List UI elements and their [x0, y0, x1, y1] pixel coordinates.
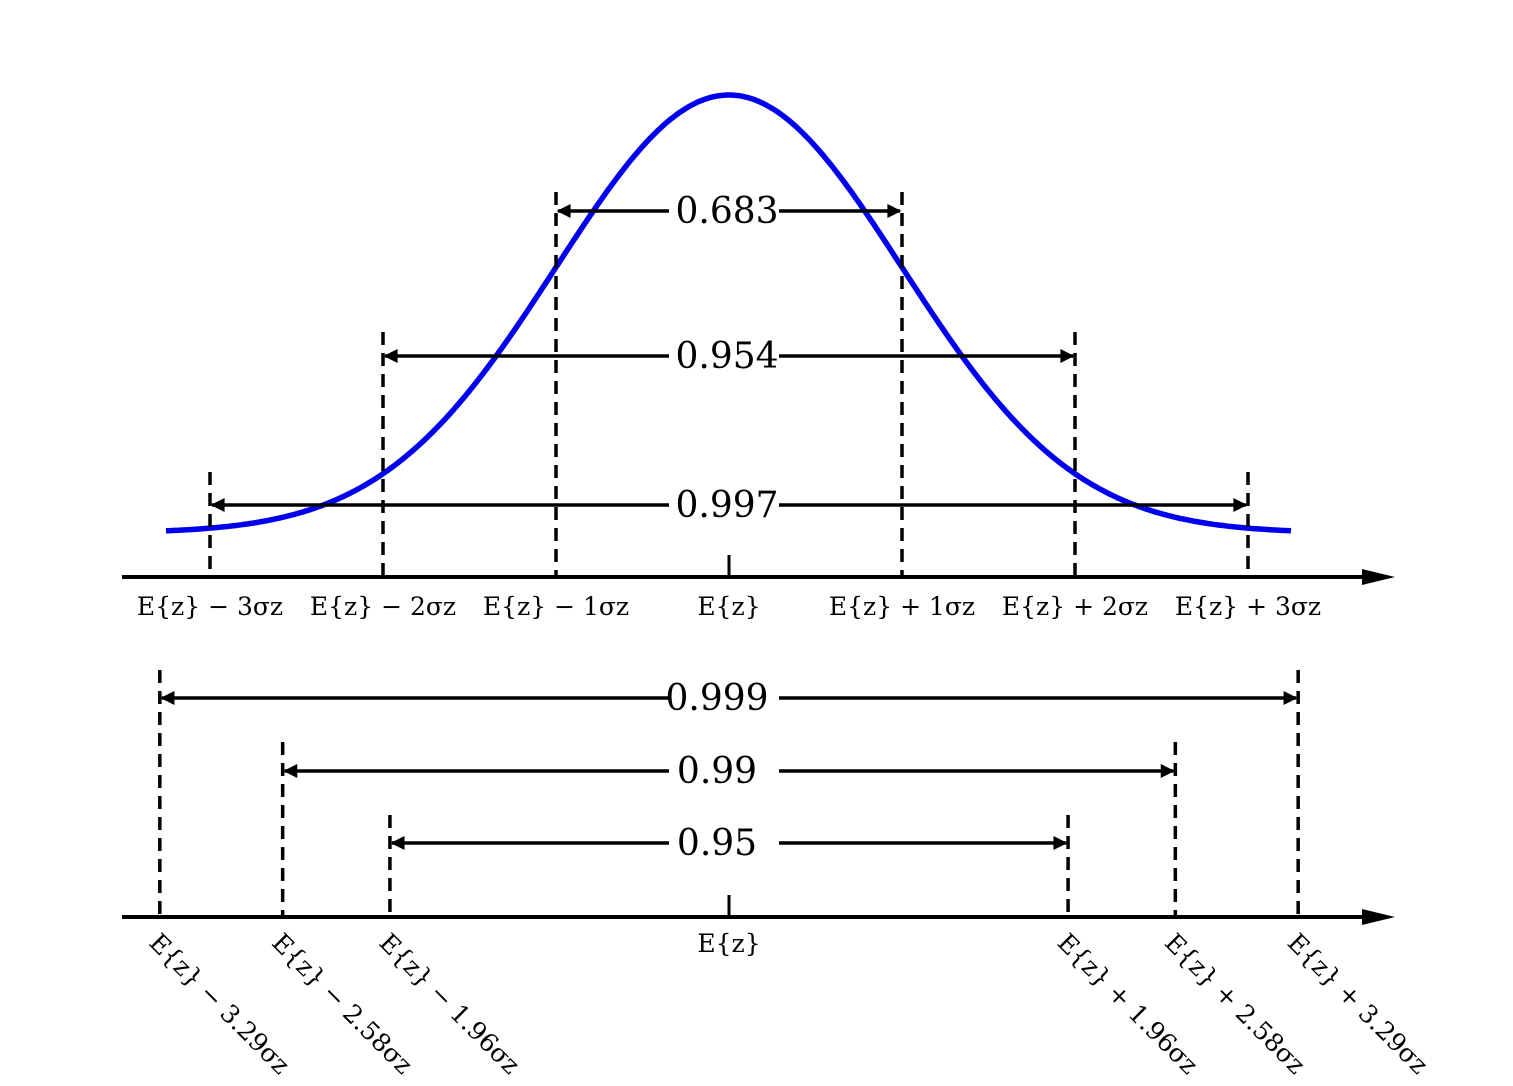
bottom-interval-arrows: 0.999 0.99 0.95: [160, 678, 1298, 864]
bottom-probability-3.29: 0.999: [665, 678, 768, 719]
top-interval-arrows: 0.683 0.954 0.997: [210, 191, 1248, 526]
bottom-probability-1.96: 0.95: [677, 823, 757, 864]
bottom-center-label: E{z}: [697, 929, 760, 958]
bell-curve: [165, 92, 1292, 534]
top-label-1: E{z} + 1σz: [829, 592, 975, 621]
top-axis-labels: E{z} − 3σz E{z} − 2σz E{z} − 1σz E{z} E{z} +…: [137, 592, 1321, 621]
top-label-2: E{z} + 2σz: [1002, 592, 1148, 621]
bottom-axis-arrowhead: [1362, 909, 1395, 925]
top-label-3: E{z} + 3σz: [1175, 592, 1321, 621]
top-label--1: E{z} − 1σz: [483, 592, 629, 621]
bottom-interval-boundaries: [158, 670, 1300, 917]
bottom-probability-2.58: 0.99: [677, 751, 757, 792]
top-label-0: E{z}: [697, 592, 760, 621]
top-probability-2sigma: 0.954: [675, 336, 778, 377]
top-axis-arrowhead: [1362, 569, 1395, 585]
top-probability-3sigma: 0.997: [675, 485, 778, 526]
top-label--2: E{z} − 2σz: [310, 592, 456, 621]
top-probability-1sigma: 0.683: [675, 191, 778, 232]
top-interval-boundaries: [208, 192, 1250, 577]
top-label--3: E{z} − 3σz: [137, 592, 283, 621]
